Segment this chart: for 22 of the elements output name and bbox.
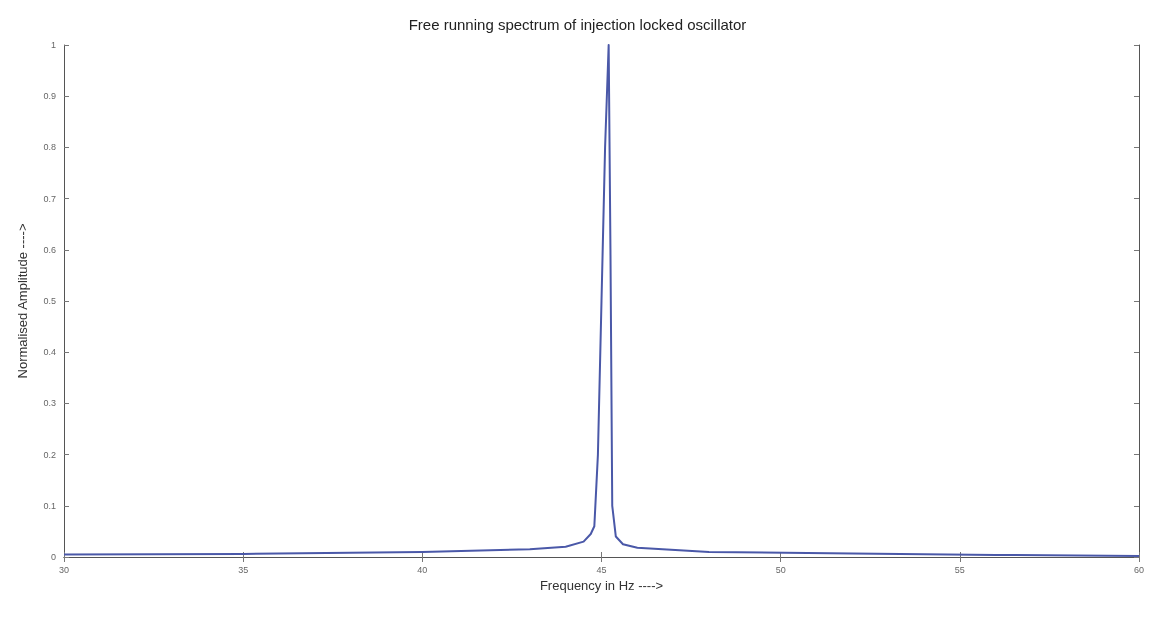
x-axis-title: Frequency in Hz ---->	[539, 578, 664, 593]
x-tick-label: 35	[238, 564, 249, 575]
y-tick-label: 0.6	[43, 244, 56, 255]
y-tick-label: 0	[50, 552, 56, 562]
y-tick-label: 0.4	[43, 347, 56, 358]
x-tick-label: 45	[596, 564, 607, 575]
chart-title: Free running spectrum of injection locked oscillator	[408, 16, 747, 33]
y-tick-label: 0.2	[43, 449, 56, 460]
y-tick-label: 0.3	[43, 398, 56, 409]
x-tick-label: 60	[1133, 564, 1144, 575]
y-tick-label: 0.1	[43, 500, 56, 511]
x-tick-label: 40	[417, 564, 428, 575]
y-tick-label: 1	[50, 40, 56, 50]
y-tick-label: 0.7	[43, 193, 56, 204]
x-tick-label: 50	[775, 564, 786, 575]
y-tick-label: 0.5	[43, 296, 56, 306]
line-series	[63, 44, 1140, 557]
y-tick-label: 0.9	[43, 91, 56, 102]
x-tick-label: 30	[58, 564, 70, 575]
y-axis-title: Normalised Amplitude ---->	[15, 223, 30, 379]
x-tick-label: 55	[954, 564, 965, 575]
y-tick-label: 0.8	[43, 142, 56, 153]
